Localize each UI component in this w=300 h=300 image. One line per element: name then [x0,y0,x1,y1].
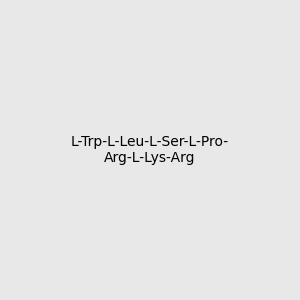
Text: L-Trp-L-Leu-L-Ser-L-Pro-
Arg-L-Lys-Arg: L-Trp-L-Leu-L-Ser-L-Pro- Arg-L-Lys-Arg [71,135,229,165]
